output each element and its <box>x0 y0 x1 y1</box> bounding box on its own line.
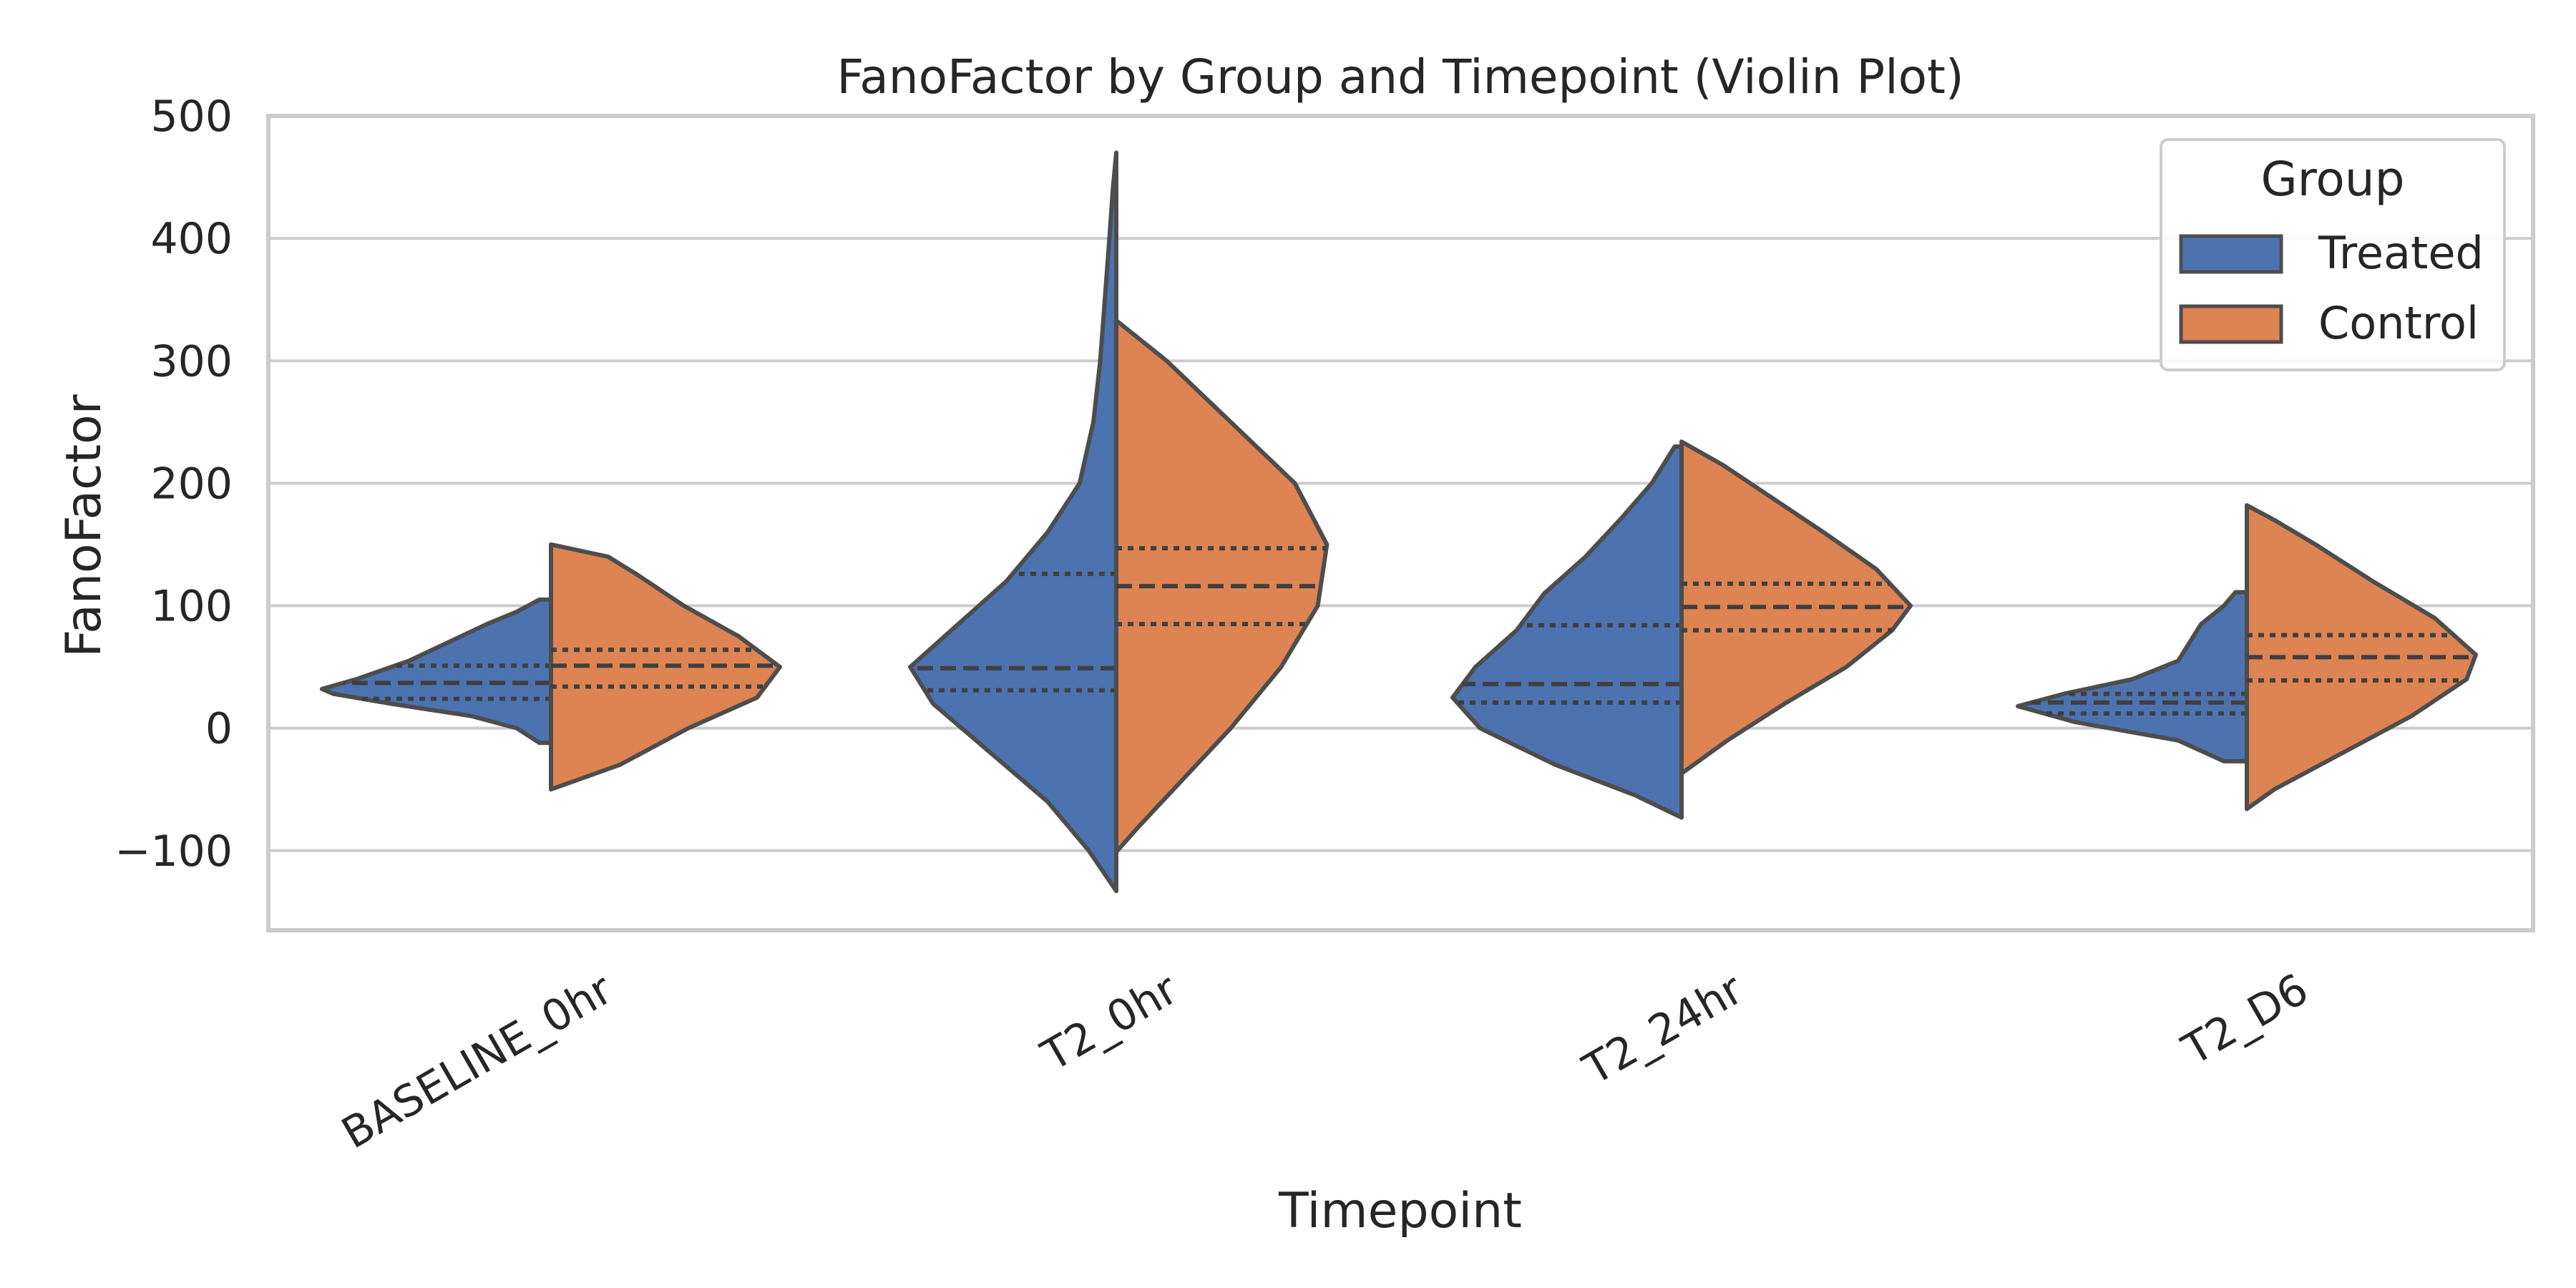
y-tick-label: 300 <box>150 336 233 386</box>
y-tick-label: −100 <box>114 826 233 877</box>
x-axis-label: Timepoint <box>1278 1183 1522 1239</box>
violin-treated-t2_24hr <box>1450 444 1684 820</box>
chart-title: FanoFactor by Group and Timepoint (Violi… <box>836 49 1963 104</box>
legend-swatch-control <box>2179 304 2283 344</box>
y-tick-label: 500 <box>150 92 233 142</box>
legend-label-control: Control <box>2318 297 2479 349</box>
legend-swatch-treated <box>2179 234 2283 274</box>
y-axis-label: FanoFactor <box>56 394 112 657</box>
y-tick-label: 400 <box>150 214 233 264</box>
violin-treated-t2_0hr <box>908 150 1118 894</box>
y-tick-label: 100 <box>150 582 233 632</box>
legend: Group Treated Control <box>2160 138 2506 371</box>
y-tick-label: 200 <box>150 459 233 509</box>
legend-title: Group <box>2261 152 2405 207</box>
y-ticks: −100 0 100 200 300 400 500 <box>114 92 233 877</box>
violin-treated-t2_d6 <box>2016 590 2249 763</box>
y-tick-label: 0 <box>205 704 233 754</box>
plot-frame <box>266 114 2535 932</box>
legend-label-treated: Treated <box>2318 227 2484 279</box>
violin-treated-baseline_0hr <box>320 597 553 746</box>
violins <box>320 150 2478 894</box>
